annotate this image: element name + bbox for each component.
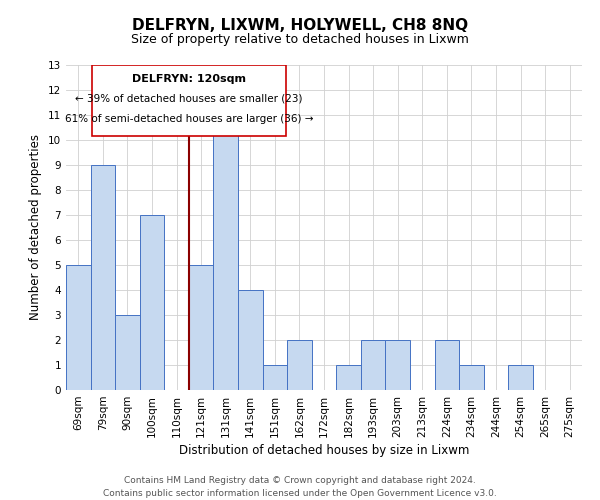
Text: DELFRYN, LIXWM, HOLYWELL, CH8 8NQ: DELFRYN, LIXWM, HOLYWELL, CH8 8NQ xyxy=(132,18,468,32)
Text: Contains HM Land Registry data © Crown copyright and database right 2024.
Contai: Contains HM Land Registry data © Crown c… xyxy=(103,476,497,498)
Bar xyxy=(434,340,459,390)
Bar xyxy=(66,265,91,390)
Bar xyxy=(189,265,214,390)
Bar xyxy=(91,165,115,390)
Y-axis label: Number of detached properties: Number of detached properties xyxy=(29,134,43,320)
Text: Size of property relative to detached houses in Lixwm: Size of property relative to detached ho… xyxy=(131,32,469,46)
Bar xyxy=(385,340,410,390)
X-axis label: Distribution of detached houses by size in Lixwm: Distribution of detached houses by size … xyxy=(179,444,469,457)
Bar xyxy=(140,215,164,390)
Bar xyxy=(115,315,140,390)
Bar xyxy=(459,365,484,390)
Bar xyxy=(92,65,286,136)
Bar xyxy=(287,340,312,390)
Text: DELFRYN: 120sqm: DELFRYN: 120sqm xyxy=(132,74,246,84)
Bar xyxy=(214,115,238,390)
Bar xyxy=(263,365,287,390)
Bar xyxy=(336,365,361,390)
Text: ← 39% of detached houses are smaller (23): ← 39% of detached houses are smaller (23… xyxy=(75,94,302,104)
Bar xyxy=(361,340,385,390)
Bar xyxy=(508,365,533,390)
Bar xyxy=(238,290,263,390)
Text: 61% of semi-detached houses are larger (36) →: 61% of semi-detached houses are larger (… xyxy=(65,114,313,124)
